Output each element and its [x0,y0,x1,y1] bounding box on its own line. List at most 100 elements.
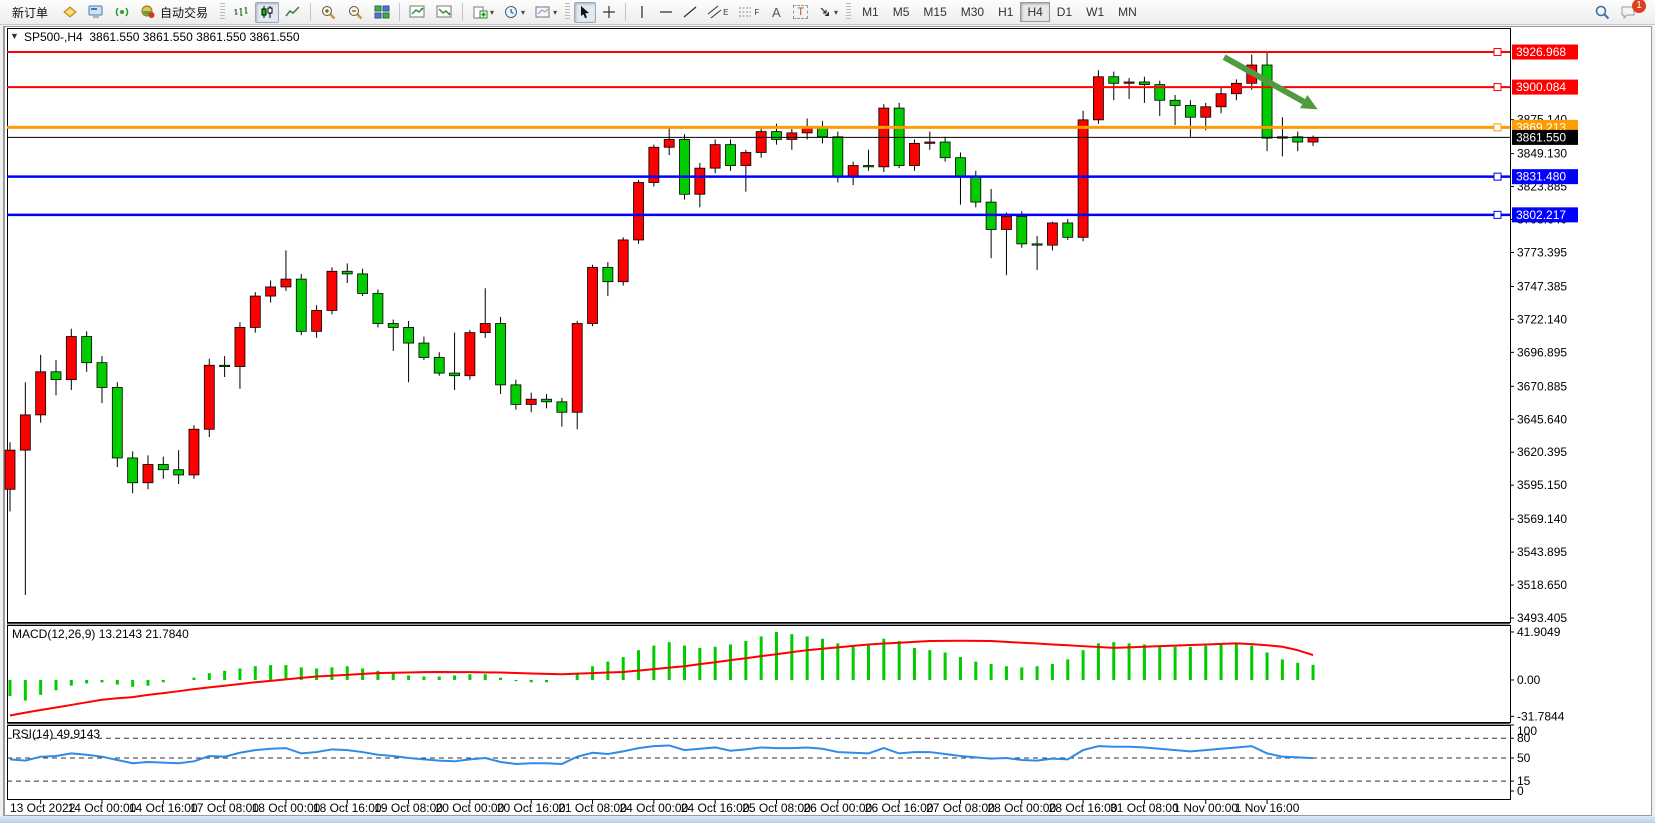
chart-symbol-title: SP500-,H4 3861.550 3861.550 3861.550 386… [24,30,300,44]
rsi-axis-label: 0 [1517,784,1524,798]
search-button[interactable] [1590,2,1614,23]
candle-up [203,364,215,430]
arrows-tool[interactable]: ▾ [814,2,842,23]
period-button[interactable]: ▾ [500,2,529,23]
new-order-label: 新订单 [12,5,49,20]
timeframe-m1[interactable]: M1 [862,5,879,19]
toolbar-grip[interactable] [220,3,226,21]
horizontal-line[interactable] [7,83,1510,92]
signals-button[interactable] [110,2,134,23]
crosshair-icon [603,6,616,18]
arrow-objects-icon [820,7,830,16]
notifications-button[interactable]: 1 [1616,0,1646,23]
candle-down [725,144,736,166]
candle-up [1307,136,1319,143]
crosshair-tool-button[interactable] [598,2,620,23]
candle-up [4,449,16,490]
rsi-axis-label: 50 [1517,751,1531,765]
new-chart-window-button[interactable] [405,2,430,23]
panel-separator[interactable] [7,623,1510,625]
candle-up [326,270,338,311]
deposit-icon[interactable] [58,2,82,23]
add-indicator-icon [473,6,488,19]
fibo-label: F [754,7,760,17]
rsi-axis-label: 80 [1517,731,1531,745]
candle-down [357,273,368,294]
price-tick-label: 3543.895 [1517,545,1567,559]
candle-down [387,323,399,328]
toolbar-grip[interactable] [565,3,571,21]
template-icon [535,6,550,18]
tile-windows-button[interactable] [370,2,394,23]
bar-chart-mode-button[interactable] [229,2,253,23]
timeframe-m15[interactable]: M15 [923,5,947,19]
candle-up [1047,222,1058,246]
candle-down [832,136,844,177]
templates-button[interactable]: ▾ [531,2,561,23]
zoom-in-button[interactable] [316,2,341,23]
timeframe-h1[interactable]: H1 [998,5,1014,19]
zoom-out-button[interactable] [343,2,368,23]
timeframe-mn[interactable]: MN [1118,5,1137,19]
price-tick-label: 3595.150 [1517,478,1567,492]
horizontal-line[interactable] [7,172,1510,181]
candle-up [249,295,261,328]
trend-arrow-annotation[interactable] [1222,54,1318,110]
vertical-line-icon [641,6,643,18]
horizontal-line[interactable] [7,210,1510,219]
horizontal-line[interactable] [7,123,1510,132]
line-chart-mode-button[interactable] [281,2,305,23]
svg-text:3802.217: 3802.217 [1516,208,1566,222]
text-label-tool[interactable]: T [789,2,812,23]
text-tool-label: A [771,4,781,20]
panel-separator[interactable] [7,723,1510,725]
timeframe-m5[interactable]: M5 [892,5,910,19]
candle-up [847,165,859,177]
chart-window-icon [409,5,425,18]
zoom-in-icon [322,5,336,19]
horizontal-line[interactable] [7,47,1510,56]
dropdown-caret: ▾ [553,7,558,17]
cursor-tool-button[interactable] [574,1,597,23]
candle-up [755,131,767,153]
dropdown-caret: ▾ [490,7,495,17]
price-tick-label: 3620.395 [1517,445,1567,459]
terminal-icon-button[interactable] [84,2,108,23]
candle-up [1123,81,1135,84]
timeframe-m30[interactable]: M30 [960,5,985,19]
auto-trading-button[interactable]: 自动交易 [136,2,216,23]
signal-waves-icon [115,7,129,17]
fibonacci-tool[interactable]: F [734,2,763,23]
time-label: 20 Oct 00:00 [436,801,505,815]
candle-up [188,428,200,476]
candle-down [1169,99,1181,106]
timeframe-w1[interactable]: W1 [1086,5,1105,19]
candle-up [924,141,936,144]
new-order-button[interactable]: 新订单 [4,2,56,23]
one-click-trading-toggle[interactable]: ▼ [10,31,19,41]
candle-up [1093,76,1104,121]
time-label: 14 Oct 00:00 [68,801,137,815]
timeframe-h4[interactable]: H4 [1020,2,1050,22]
price-tick-label: 3849.130 [1517,147,1567,161]
vertical-line-tool[interactable] [631,2,653,23]
text-tool[interactable]: A [765,2,787,23]
trendline-tool[interactable] [679,2,701,23]
toolbar-grip[interactable] [846,3,852,21]
timeframe-d1[interactable]: D1 [1056,5,1073,19]
equidistant-channel-tool[interactable]: E [703,2,732,23]
candle-down [449,372,460,377]
price-tick-label: 3773.395 [1517,245,1567,259]
candlestick-mode-button[interactable] [255,1,280,23]
candle-down [495,323,506,386]
horizontal-line-tool[interactable] [655,2,677,23]
chart-frame-border [4,26,1652,816]
candle-up [633,182,644,241]
indicator-window-button[interactable] [432,2,457,23]
chart-window [3,26,1652,816]
time-label: 14 Oct 16:00 [129,801,198,815]
add-indicator-button[interactable]: ▾ [468,2,498,23]
candle-down [556,401,568,413]
